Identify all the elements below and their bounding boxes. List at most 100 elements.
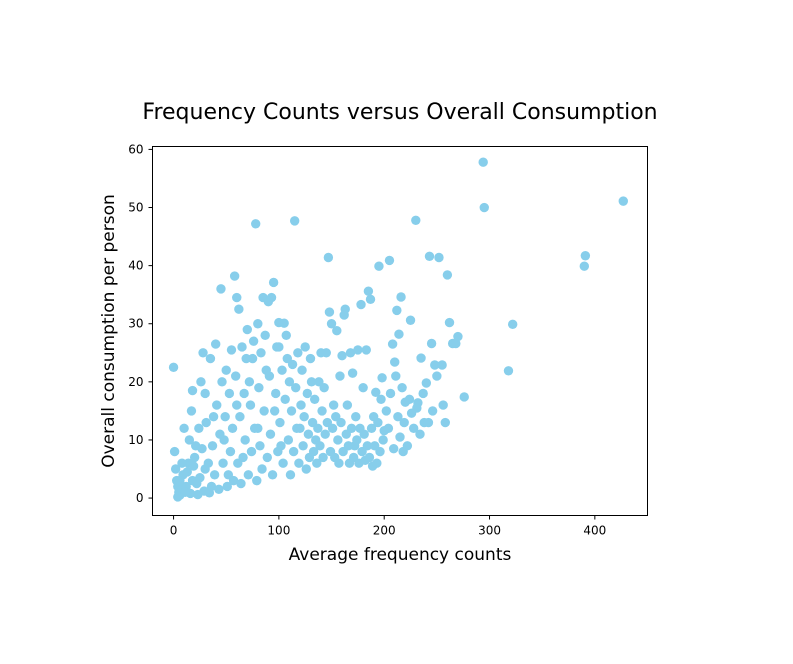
data-point	[225, 446, 236, 457]
data-point	[224, 388, 235, 399]
data-point	[323, 252, 334, 263]
data-point	[437, 360, 447, 370]
data-point	[269, 406, 280, 416]
data-point	[208, 412, 219, 422]
data-point	[252, 475, 262, 486]
data-point	[237, 342, 247, 352]
data-point	[365, 294, 376, 305]
data-point	[221, 365, 231, 375]
data-point	[378, 435, 388, 445]
data-point	[292, 423, 302, 434]
x-tick-label: 100	[267, 524, 290, 538]
data-point	[251, 219, 261, 229]
points-layer	[168, 157, 628, 502]
data-point	[416, 353, 426, 363]
data-point	[459, 392, 469, 402]
data-point	[265, 429, 276, 439]
y-tick-label: 30	[128, 317, 143, 331]
data-point	[242, 324, 252, 335]
data-point	[216, 284, 226, 294]
data-point	[205, 353, 216, 364]
data-point	[201, 417, 211, 428]
data-point	[231, 371, 241, 381]
data-point	[303, 429, 314, 439]
data-point	[408, 423, 419, 434]
data-point	[580, 251, 591, 261]
data-point	[423, 417, 434, 428]
data-point	[315, 441, 325, 451]
data-point	[399, 417, 409, 428]
data-point	[396, 292, 406, 302]
data-point	[291, 382, 301, 393]
data-point	[308, 446, 319, 457]
data-point	[236, 478, 246, 489]
data-point	[371, 387, 381, 398]
data-point	[239, 388, 249, 399]
x-tick-label: 0	[170, 524, 178, 538]
x-axis-ticks: 0 100 200 300 400	[170, 515, 606, 538]
data-point	[442, 270, 453, 280]
data-point	[287, 359, 298, 370]
data-point	[198, 348, 208, 358]
data-point	[218, 458, 228, 468]
data-point	[177, 458, 187, 468]
data-point	[229, 271, 240, 281]
data-point	[215, 429, 225, 439]
data-point	[375, 446, 385, 457]
data-point	[268, 277, 279, 288]
data-point	[384, 255, 395, 266]
data-point	[294, 458, 304, 468]
data-point	[275, 417, 285, 428]
data-point	[300, 342, 310, 352]
data-point	[286, 406, 297, 416]
data-point	[415, 429, 425, 439]
data-point	[260, 330, 270, 341]
data-point	[170, 464, 181, 474]
data-point	[395, 432, 405, 442]
data-point	[328, 400, 339, 410]
data-point	[277, 365, 287, 375]
data-point	[241, 353, 251, 364]
data-point	[243, 470, 254, 480]
data-point	[313, 423, 323, 434]
data-point	[244, 377, 255, 387]
data-point	[278, 458, 288, 468]
data-point	[411, 215, 421, 225]
data-point	[272, 342, 282, 352]
data-point	[184, 435, 195, 445]
data-point	[233, 458, 243, 468]
data-point	[366, 423, 377, 434]
data-point	[318, 452, 328, 463]
data-point	[326, 319, 337, 329]
data-point	[195, 473, 205, 483]
data-point	[197, 443, 207, 454]
data-point	[255, 441, 265, 451]
data-point	[618, 196, 628, 206]
data-point	[342, 400, 353, 410]
data-point	[245, 400, 256, 410]
data-point	[353, 345, 363, 355]
data-point	[284, 377, 295, 387]
data-point	[373, 417, 383, 428]
data-point	[288, 446, 299, 457]
data-point	[337, 351, 347, 361]
data-point	[228, 475, 239, 486]
chart-title: Frequency Counts versus Overall Consumpt…	[142, 100, 657, 125]
data-point	[209, 470, 220, 480]
data-point	[200, 388, 210, 399]
data-point	[394, 329, 404, 339]
data-point	[234, 304, 244, 314]
data-point	[168, 362, 179, 373]
data-point	[204, 488, 215, 498]
plot-frame	[152, 146, 648, 516]
data-point	[381, 406, 392, 416]
data-point	[262, 452, 272, 463]
data-point	[361, 345, 371, 355]
data-point	[356, 299, 366, 310]
data-point	[374, 261, 384, 271]
data-point	[359, 429, 369, 439]
y-tick-label: 50	[128, 201, 143, 215]
data-point	[240, 435, 250, 445]
